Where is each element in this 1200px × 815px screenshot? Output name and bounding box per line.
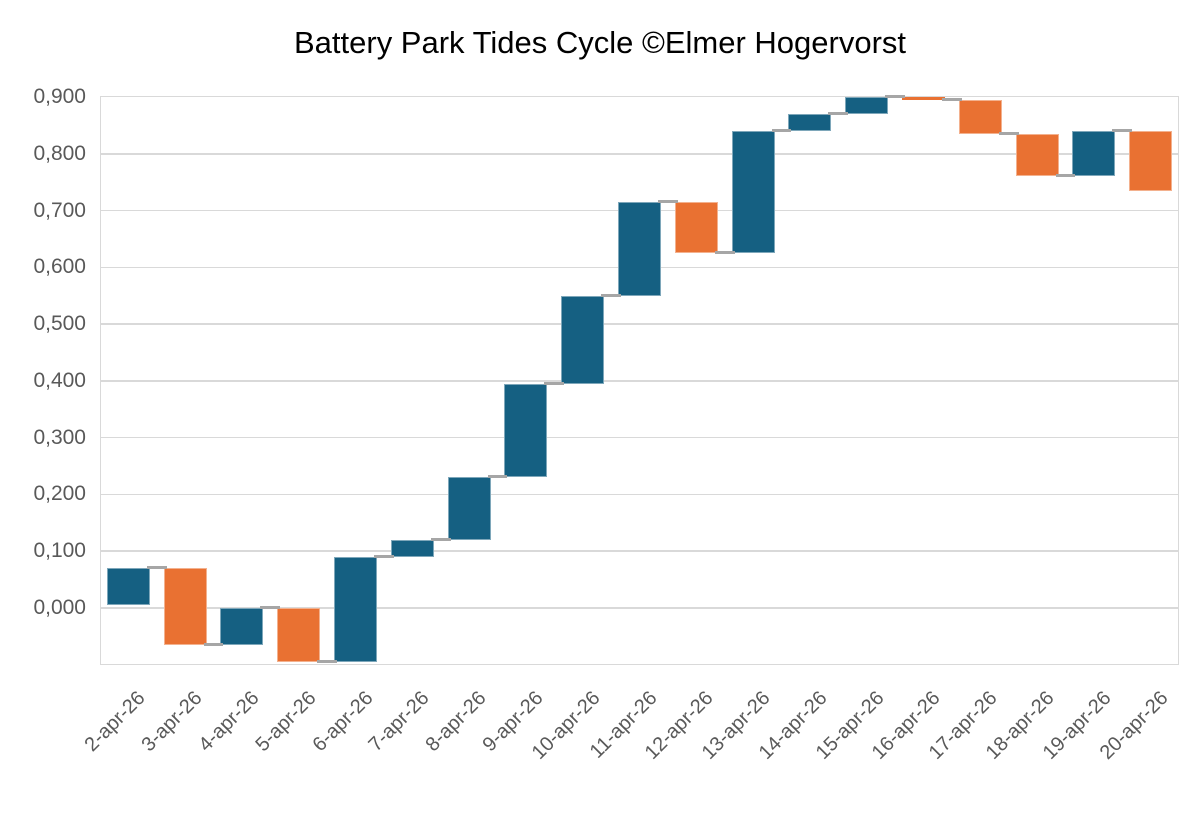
y-axis-label: 0,900 <box>33 85 86 108</box>
connector-line <box>1112 129 1133 133</box>
y-axis-label: 0,000 <box>33 595 86 619</box>
gridline <box>100 153 1179 155</box>
connector-line <box>146 566 167 570</box>
connector-line <box>487 475 508 479</box>
y-axis-label: 0,600 <box>33 255 86 279</box>
y-axis-label: 0,700 <box>33 198 86 222</box>
bar-18-apr-26[interactable] <box>1015 133 1059 177</box>
bar-17-apr-26[interactable] <box>958 99 1002 134</box>
y-axis-label: 0,400 <box>33 368 86 392</box>
bar-13-apr-26[interactable] <box>731 131 775 254</box>
y-axis-label: 0,200 <box>33 482 86 506</box>
bar-2-apr-26[interactable] <box>106 568 150 605</box>
y-axis-label: 0,500 <box>33 312 86 335</box>
connector-line <box>1055 174 1076 178</box>
connector-line <box>374 554 394 558</box>
connector-line <box>885 95 905 98</box>
bar-16-apr-26[interactable] <box>901 97 945 100</box>
y-axis-label: 0,300 <box>33 425 86 449</box>
connector-line <box>317 659 338 663</box>
bar-12-apr-26[interactable] <box>674 201 718 254</box>
gridline <box>100 436 1179 439</box>
connector-line <box>430 537 451 541</box>
bar-9-apr-26[interactable] <box>504 383 548 478</box>
bar-5-apr-26[interactable] <box>277 607 321 662</box>
bar-15-apr-26[interactable] <box>845 97 889 115</box>
y-axis-label: 0,800 <box>33 141 86 165</box>
connector-line <box>998 131 1019 135</box>
bar-11-apr-26[interactable] <box>618 201 661 296</box>
bar-6-apr-26[interactable] <box>334 556 378 662</box>
bar-8-apr-26[interactable] <box>447 477 491 540</box>
y-axis-label: 0,100 <box>33 539 86 562</box>
bar-7-apr-26[interactable] <box>390 539 434 557</box>
bar-3-apr-26[interactable] <box>163 568 207 645</box>
connector-line <box>544 381 565 385</box>
gridline <box>100 323 1179 325</box>
connector-line <box>658 199 678 203</box>
connector-line <box>941 97 962 101</box>
gridline <box>100 550 1179 552</box>
connector-line <box>260 605 281 609</box>
bar-4-apr-26[interactable] <box>220 607 264 645</box>
bar-14-apr-26[interactable] <box>788 114 832 132</box>
connector-line <box>714 251 735 255</box>
bar-19-apr-26[interactable] <box>1072 131 1116 177</box>
gridline <box>100 607 1179 609</box>
connector-line <box>601 293 621 297</box>
connector-line <box>771 129 792 133</box>
connector-line <box>203 642 224 646</box>
gridline <box>100 380 1179 382</box>
bar-20-apr-26[interactable] <box>1129 131 1173 191</box>
chart-title: Battery Park Tides Cycle ©Elmer Hogervor… <box>293 25 907 60</box>
bar-10-apr-26[interactable] <box>561 295 605 384</box>
connector-line <box>828 112 849 116</box>
gridline <box>100 493 1179 495</box>
